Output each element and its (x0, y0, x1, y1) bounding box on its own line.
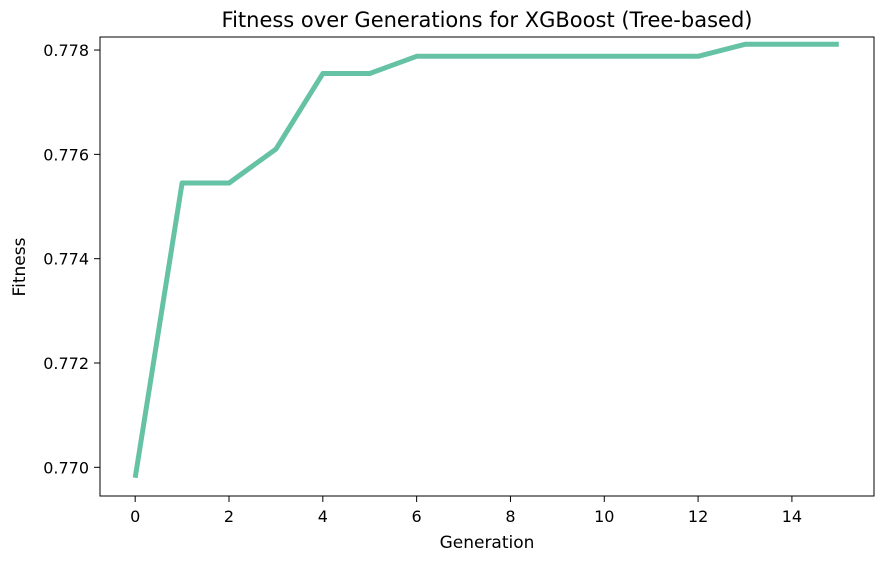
y-tick-label: 0.778 (43, 41, 89, 60)
x-tick-label: 14 (782, 507, 802, 526)
y-axis: 0.770 0.772 0.774 0.776 0.778 (43, 41, 100, 477)
x-tick-label: 12 (688, 507, 708, 526)
plot-frame (99, 36, 875, 497)
x-tick-label: 4 (318, 507, 328, 526)
x-tick-label: 0 (130, 507, 140, 526)
y-tick-label: 0.774 (43, 250, 89, 269)
y-tick-label: 0.772 (43, 354, 89, 373)
x-tick-label: 2 (224, 507, 234, 526)
x-tick-label: 6 (412, 507, 422, 526)
plot-area (132, 41, 839, 479)
fitness-line (132, 41, 839, 479)
x-axis-title: Generation (440, 533, 535, 553)
y-tick-label: 0.776 (43, 145, 89, 164)
x-axis: 0 2 4 6 8 10 12 14 (130, 496, 802, 526)
chart-title: Fitness over Generations for XGBoost (Tr… (222, 8, 753, 32)
y-axis-title: Fitness (10, 237, 30, 296)
x-tick-label: 8 (505, 507, 515, 526)
x-tick-label: 10 (594, 507, 614, 526)
y-tick-label: 0.770 (43, 458, 89, 477)
